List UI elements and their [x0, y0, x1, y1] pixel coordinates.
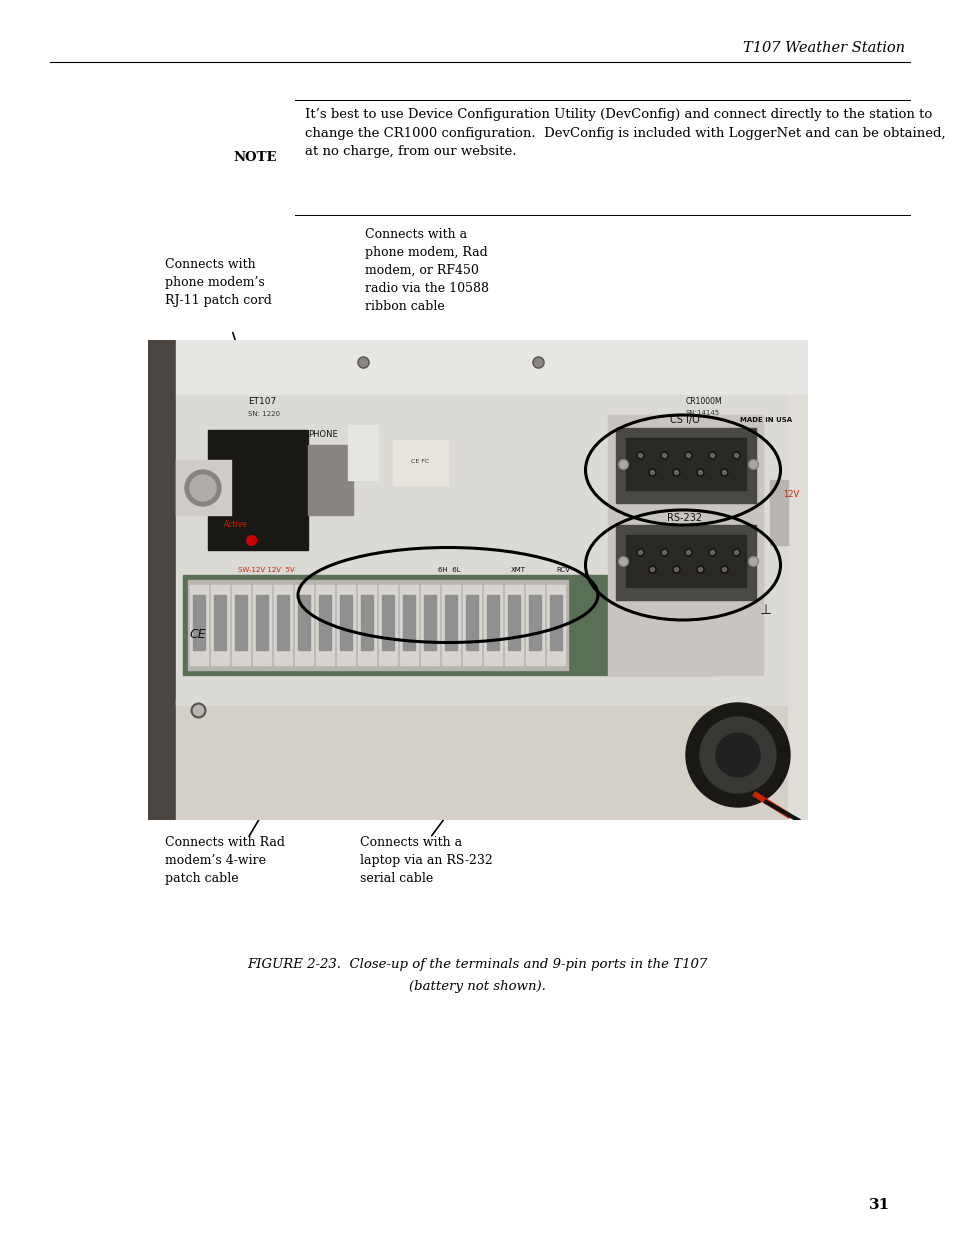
Text: It’s best to use Device Configuration Utility (DevConfig) and connect directly t: It’s best to use Device Configuration Ut… — [305, 107, 944, 158]
Text: CS I/O: CS I/O — [669, 415, 700, 425]
Bar — [423, 595, 436, 650]
Text: CR1000M: CR1000M — [685, 398, 721, 406]
Bar — [175, 700, 807, 820]
Bar — [213, 595, 226, 650]
Bar — [378, 585, 396, 664]
Bar — [308, 445, 353, 515]
Bar — [393, 440, 448, 485]
Bar — [507, 595, 519, 650]
Bar — [294, 585, 313, 664]
Text: Active: Active — [224, 520, 248, 530]
Bar — [360, 595, 373, 650]
Text: SN:14145: SN:14145 — [685, 410, 720, 416]
Text: MADE IN USA: MADE IN USA — [740, 417, 791, 424]
Bar — [625, 535, 745, 587]
Text: SN: 1220: SN: 1220 — [248, 411, 280, 417]
Bar — [504, 585, 522, 664]
Text: RCV: RCV — [556, 567, 569, 573]
Bar — [483, 585, 501, 664]
Bar — [616, 525, 755, 600]
Text: NOTE: NOTE — [233, 151, 276, 163]
Bar — [297, 595, 310, 650]
Bar — [787, 395, 807, 820]
Text: FIGURE 2-23.  Close-up of the terminals and 9-pin ports in the T107: FIGURE 2-23. Close-up of the terminals a… — [247, 958, 706, 971]
Bar — [486, 595, 498, 650]
Text: PHONE: PHONE — [308, 431, 337, 440]
Bar — [318, 595, 331, 650]
Circle shape — [685, 703, 789, 806]
Bar — [462, 585, 480, 664]
Bar — [193, 595, 205, 650]
Text: Connects with a
laptop via an RS-232
serial cable: Connects with a laptop via an RS-232 ser… — [359, 836, 493, 885]
Bar — [607, 415, 762, 676]
Bar — [465, 595, 477, 650]
Text: T107 Weather Station: T107 Weather Station — [742, 41, 904, 56]
Circle shape — [700, 718, 775, 793]
Text: ET107: ET107 — [248, 398, 276, 406]
Bar — [148, 340, 175, 820]
Bar — [188, 580, 567, 671]
Text: CE FC: CE FC — [411, 459, 429, 464]
Bar — [255, 595, 268, 650]
Bar — [274, 585, 292, 664]
Circle shape — [185, 471, 221, 506]
Bar — [441, 585, 459, 664]
Bar — [616, 429, 755, 503]
Bar — [175, 340, 807, 395]
Circle shape — [190, 475, 215, 501]
Bar — [183, 576, 712, 676]
Bar — [550, 595, 561, 650]
Bar — [175, 459, 231, 515]
Bar — [315, 585, 334, 664]
Circle shape — [716, 734, 760, 777]
Text: SW-12V 12V  5V: SW-12V 12V 5V — [237, 567, 294, 573]
Bar — [625, 438, 745, 490]
Text: 6H  6L: 6H 6L — [437, 567, 460, 573]
Bar — [276, 595, 289, 650]
Bar — [211, 585, 229, 664]
Bar — [190, 585, 208, 664]
Bar — [253, 585, 271, 664]
Bar — [444, 595, 456, 650]
Text: Connects with a
phone modem, Rad
modem, or RF450
radio via the 10588
ribbon cabl: Connects with a phone modem, Rad modem, … — [365, 228, 489, 312]
Bar — [399, 585, 417, 664]
Bar — [175, 395, 787, 705]
Text: Connects with Rad
modem’s 4-wire
patch cable: Connects with Rad modem’s 4-wire patch c… — [165, 836, 285, 885]
Bar — [336, 585, 355, 664]
Text: 31: 31 — [868, 1198, 890, 1212]
Bar — [529, 595, 540, 650]
Bar — [232, 585, 250, 664]
Bar — [348, 425, 377, 480]
Text: CE: CE — [190, 629, 206, 641]
Bar — [381, 595, 394, 650]
Text: XMT: XMT — [510, 567, 525, 573]
Text: RS-232: RS-232 — [667, 513, 701, 522]
Text: Connects with
phone modem’s
RJ-11 patch cord: Connects with phone modem’s RJ-11 patch … — [165, 258, 272, 308]
Bar — [420, 585, 438, 664]
Text: (battery not shown).: (battery not shown). — [408, 981, 545, 993]
Bar — [339, 595, 352, 650]
Bar — [769, 480, 787, 545]
Text: 12V: 12V — [782, 490, 799, 499]
Bar — [546, 585, 564, 664]
Bar — [208, 430, 308, 550]
Bar — [525, 585, 543, 664]
Bar — [357, 585, 375, 664]
Text: ⊥: ⊥ — [760, 603, 771, 618]
Bar — [234, 595, 247, 650]
Bar — [402, 595, 415, 650]
